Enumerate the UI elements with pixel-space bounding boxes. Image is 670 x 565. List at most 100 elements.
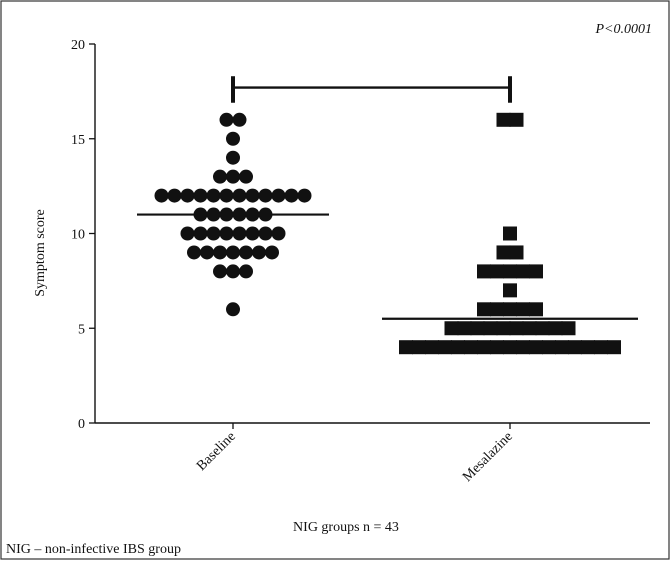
data-point (464, 340, 478, 355)
data-point (503, 264, 517, 279)
data-point (516, 340, 530, 355)
data-point (470, 321, 485, 336)
data-point (245, 226, 260, 241)
data-point (258, 207, 273, 222)
data-point (180, 226, 195, 241)
data-point (516, 264, 530, 279)
data-point (206, 188, 221, 203)
data-point (451, 340, 465, 355)
data-point (503, 283, 517, 298)
data-point (226, 302, 240, 317)
y-tick-label: 20 (71, 38, 85, 53)
data-point (555, 340, 569, 355)
data-point (258, 188, 273, 203)
marks-layer (137, 76, 638, 355)
data-point (297, 188, 312, 203)
data-point (271, 188, 286, 203)
data-point (496, 245, 511, 260)
data-point (265, 245, 279, 260)
data-point (232, 226, 247, 241)
data-point (425, 340, 439, 355)
data-point (548, 321, 563, 336)
data-point (219, 112, 234, 127)
data-point (477, 340, 491, 355)
data-point (193, 226, 208, 241)
data-point (232, 112, 247, 127)
data-point (219, 226, 234, 241)
data-point (193, 207, 208, 222)
data-point (239, 264, 253, 279)
data-point (529, 264, 543, 279)
data-point (412, 340, 426, 355)
footnote: NIG – non-infective IBS group (6, 542, 181, 557)
data-point (226, 264, 240, 279)
data-point (496, 321, 511, 336)
data-point (399, 340, 413, 355)
data-point (503, 226, 517, 241)
data-point (213, 264, 227, 279)
data-point (252, 245, 266, 260)
data-point (542, 340, 556, 355)
data-point (490, 264, 504, 279)
data-point (180, 188, 195, 203)
data-point (213, 245, 227, 260)
data-point (206, 207, 221, 222)
y-axis-label: Symptom score (33, 209, 48, 297)
data-point (607, 340, 621, 355)
data-point (568, 340, 582, 355)
significance-label: P<0.0001 (595, 22, 653, 37)
data-point (509, 112, 524, 127)
y-tick-label: 15 (71, 133, 85, 148)
data-point (529, 302, 543, 317)
y-tick-label: 5 (78, 322, 85, 337)
data-point (477, 302, 491, 317)
data-point (509, 245, 524, 260)
data-point (561, 321, 576, 336)
data-point (239, 169, 253, 184)
data-point (245, 207, 260, 222)
data-point (490, 302, 504, 317)
data-point (284, 188, 299, 203)
data-point (167, 188, 182, 203)
data-point (509, 321, 524, 336)
data-point (503, 340, 517, 355)
data-point (438, 340, 452, 355)
data-point (200, 245, 214, 260)
y-tick-label: 10 (71, 228, 85, 243)
data-point (239, 245, 253, 260)
data-point (245, 188, 260, 203)
data-point (226, 131, 240, 146)
data-point (522, 321, 537, 336)
data-point (271, 226, 286, 241)
data-point (529, 340, 543, 355)
data-point (496, 112, 511, 127)
data-point (206, 226, 221, 241)
data-point (483, 321, 498, 336)
data-point (535, 321, 550, 336)
data-point (516, 302, 530, 317)
data-point (490, 340, 504, 355)
data-point (581, 340, 595, 355)
y-tick-label: 0 (78, 417, 85, 432)
data-point (232, 207, 247, 222)
data-point (213, 169, 227, 184)
data-point (219, 188, 234, 203)
data-point (154, 188, 169, 203)
data-point (187, 245, 201, 260)
data-point (457, 321, 472, 336)
data-point (193, 188, 208, 203)
data-point (226, 150, 240, 165)
data-point (226, 245, 240, 260)
data-point (444, 321, 459, 336)
data-point (226, 169, 240, 184)
data-point (258, 226, 273, 241)
data-point (232, 188, 247, 203)
data-point (594, 340, 608, 355)
x-axis-label: NIG groups n = 43 (293, 520, 399, 535)
data-point (503, 302, 517, 317)
data-point (477, 264, 491, 279)
data-point (219, 207, 234, 222)
